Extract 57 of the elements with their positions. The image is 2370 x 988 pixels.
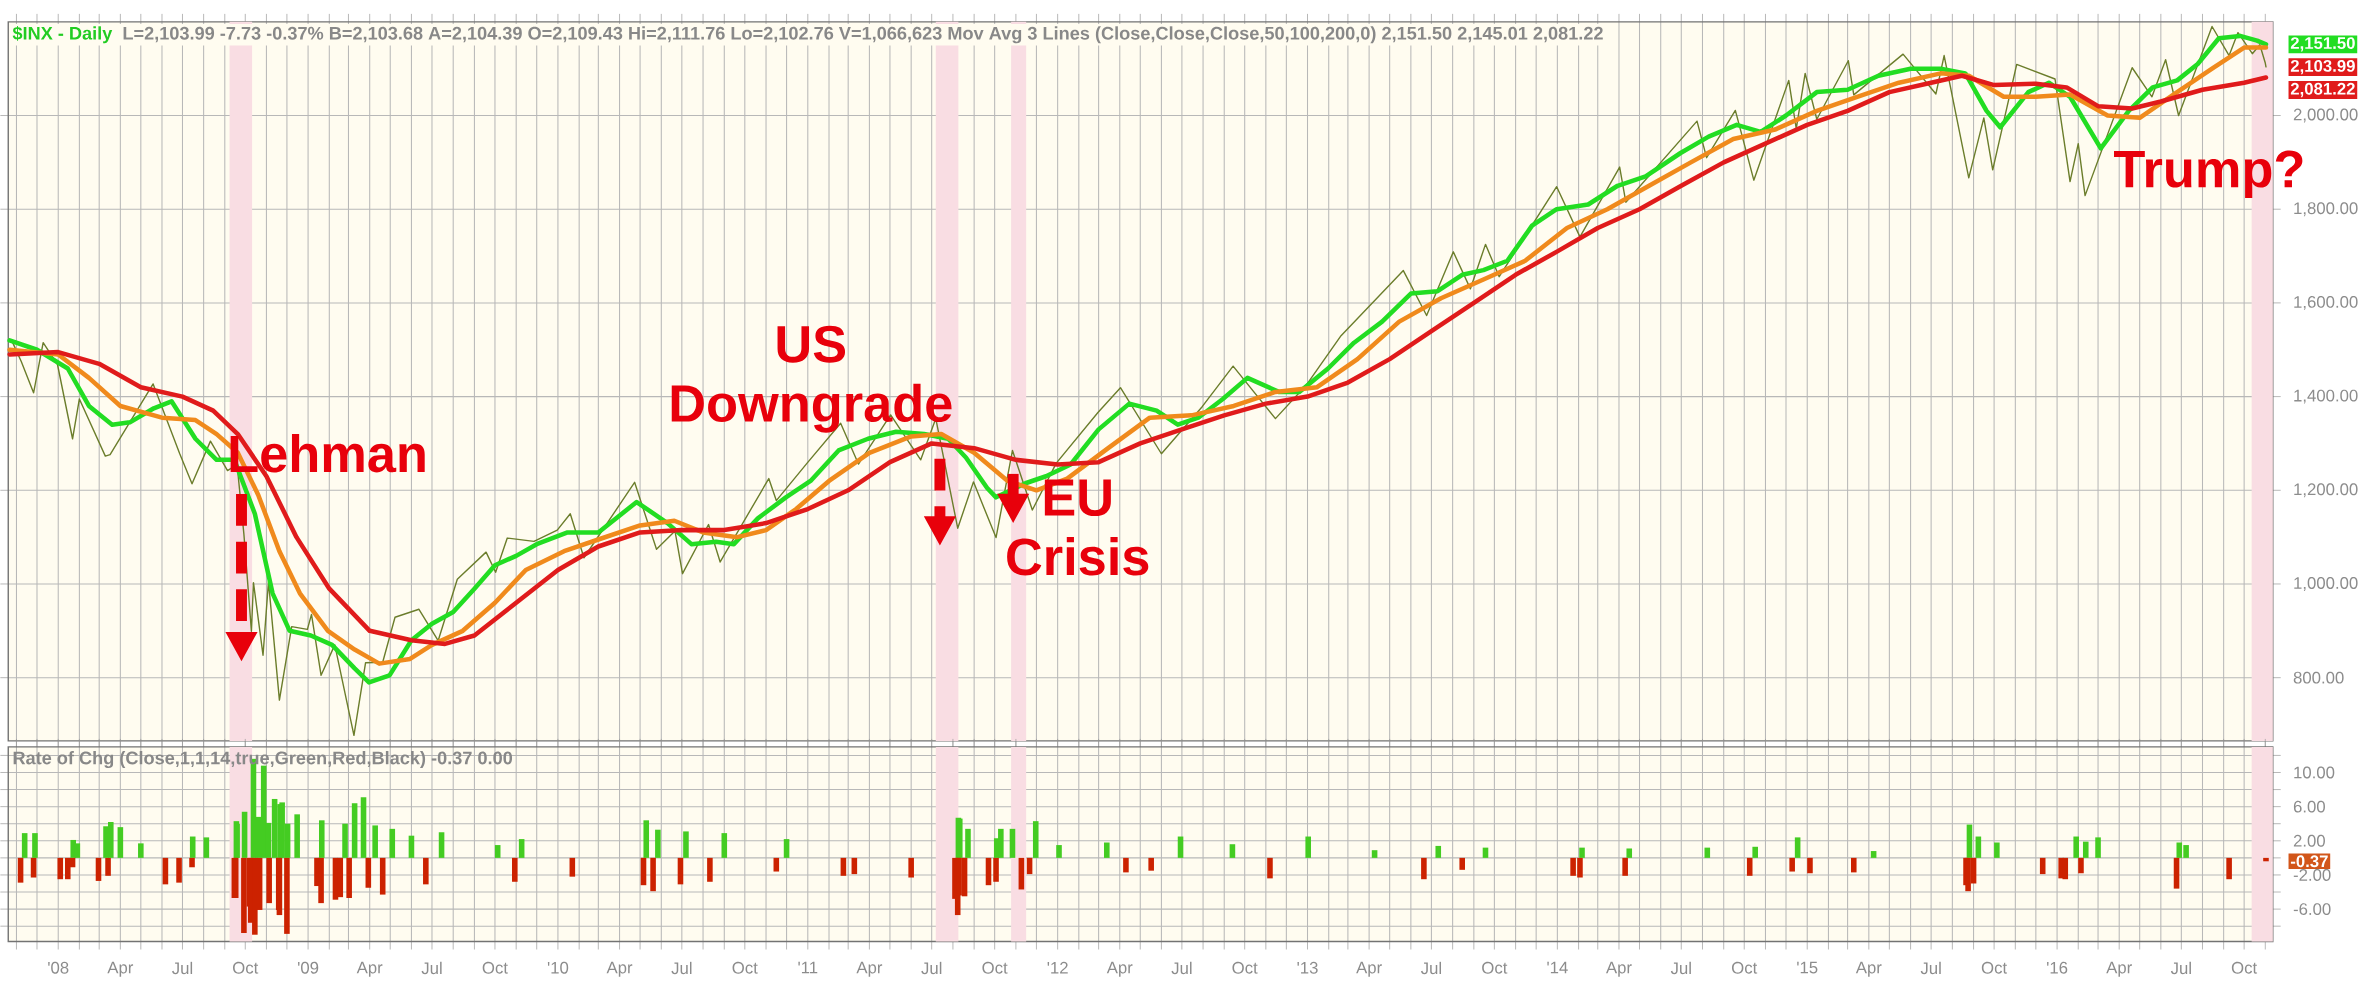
annotation: -0.37 bbox=[2290, 855, 2328, 867]
y-tick-label: 2,000.00 bbox=[2293, 108, 2358, 123]
y-tick-label: 1,400.00 bbox=[2294, 389, 2358, 404]
annotation: Trump? bbox=[2114, 150, 2303, 198]
x-tick-label: Oct bbox=[233, 961, 259, 974]
x-tick-label: Apr bbox=[1855, 961, 1882, 977]
x-tick-label: Jul bbox=[1670, 961, 1691, 974]
x-tick-label: Apr bbox=[856, 961, 883, 977]
x-tick-label: '09 bbox=[298, 961, 319, 974]
y-tick-label: 1,200.00 bbox=[2294, 483, 2358, 497]
chart-title: $INX - Daily bbox=[12, 25, 113, 44]
y-tick-label: 1,000.00 bbox=[2294, 576, 2358, 591]
x-tick-label: Oct bbox=[1981, 961, 2008, 974]
x-tick-label: '11 bbox=[798, 961, 818, 974]
x-tick-label: '08 bbox=[48, 961, 69, 974]
chart-subtitle: L=2,103.99 -7.73 -0.37% B=2,103.68 A=2,104.39 O=2,109.43 Hi=2,111.76 Lo=2,102.76 V=1,066,623 Mov Avg 3 Lines (Close,Close,Close,50,100,200,0) 2,151.50 2,145.01 2,081.22 bbox=[123, 26, 1603, 44]
x-tick-label: '16 bbox=[2047, 961, 2068, 974]
x-tick-label: Apr bbox=[356, 961, 383, 977]
x-tick-label: Apr bbox=[1606, 961, 1632, 977]
x-tick-label: '13 bbox=[1297, 961, 1318, 974]
annotation: EU Crisis bbox=[1007, 479, 1149, 576]
x-tick-label: '15 bbox=[1797, 961, 1818, 974]
annotation: 2,151.50 bbox=[2290, 36, 2355, 52]
x-tick-label: Apr bbox=[1356, 961, 1382, 977]
x-tick-label: Apr bbox=[107, 961, 134, 977]
x-tick-label: Jul bbox=[1920, 961, 1941, 974]
x-tick-label: '14 bbox=[1547, 961, 1568, 974]
x-tick-label: Jul bbox=[1420, 961, 1442, 974]
x-tick-label: Oct bbox=[2231, 961, 2258, 974]
x-tick-label: Jul bbox=[1171, 961, 1192, 974]
annotation: US Downgrade bbox=[671, 325, 952, 433]
x-tick-label: Oct bbox=[1232, 961, 1258, 974]
y-tick-label: 6.00 bbox=[2293, 800, 2325, 813]
y-tick-label: 10.00 bbox=[2294, 766, 2335, 779]
y-tick-label: 1,600.00 bbox=[2294, 295, 2358, 310]
x-tick-label: '12 bbox=[1047, 961, 1068, 974]
x-tick-label: Oct bbox=[1482, 961, 1508, 974]
y-tick-label: 1,800.00 bbox=[2294, 202, 2358, 216]
x-tick-label: Jul bbox=[421, 961, 442, 974]
annotation: 2,081.22 bbox=[2290, 82, 2355, 97]
y-tick-label: 2.00 bbox=[2293, 834, 2325, 847]
y-tick-label: 800.00 bbox=[2293, 671, 2344, 684]
y-tick-label: -2.00 bbox=[2293, 868, 2331, 881]
y-tick-label: -6.00 bbox=[2293, 902, 2331, 915]
x-tick-label: Oct bbox=[482, 961, 508, 974]
x-tick-label: Jul bbox=[2170, 961, 2191, 974]
x-tick-label: Oct bbox=[982, 961, 1008, 974]
x-tick-label: Apr bbox=[2106, 961, 2132, 977]
x-tick-label: Oct bbox=[1731, 961, 1758, 974]
x-tick-label: Oct bbox=[732, 961, 758, 974]
x-tick-label: Jul bbox=[671, 961, 692, 974]
x-tick-label: Jul bbox=[921, 961, 942, 974]
annotation: 2,103.99 bbox=[2290, 59, 2355, 75]
x-tick-label: '10 bbox=[547, 961, 569, 974]
x-tick-label: Jul bbox=[172, 961, 193, 974]
x-tick-label: Apr bbox=[1106, 961, 1133, 977]
x-tick-label: Apr bbox=[606, 961, 633, 977]
